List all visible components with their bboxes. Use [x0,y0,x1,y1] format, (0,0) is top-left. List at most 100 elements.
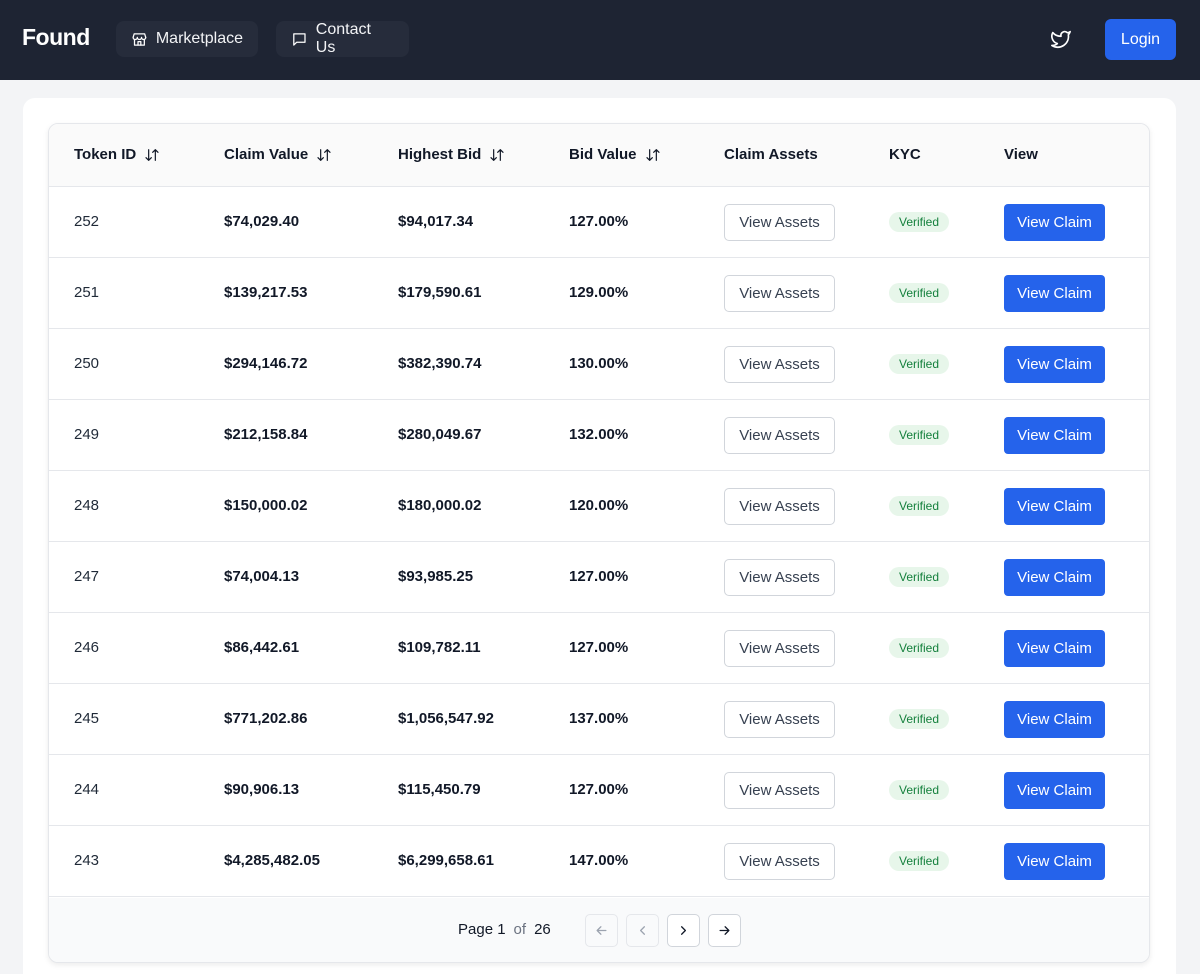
view-claim-button[interactable]: View Claim [1004,630,1105,667]
view-claim-button[interactable]: View Claim [1004,559,1105,596]
view-claim-button[interactable]: View Claim [1004,843,1105,880]
highest-bid-cell: $93,985.25 [398,568,474,585]
view-claim-button[interactable]: View Claim [1004,772,1105,809]
kyc-verified-badge: Verified [889,709,950,729]
highest-bid-cell: $1,056,547.92 [398,710,494,727]
nav-contact-button[interactable]: Contact Us [276,21,409,57]
claim-value-cell: $74,004.13 [224,568,300,585]
view-assets-button[interactable]: View Assets [724,417,835,454]
view-claim-button[interactable]: View Claim [1004,488,1105,525]
next-page-button[interactable] [667,914,700,947]
view-claim-button[interactable]: View Claim [1004,346,1105,383]
current-page-label: Page 1 [458,921,506,938]
claim-value-cell: $139,217.53 [224,284,308,301]
col-token-id[interactable]: Token ID [74,146,160,163]
col-view-label: View [1004,146,1038,163]
bid-value-cell: 120.00% [569,497,629,514]
col-claim-value[interactable]: Claim Value [224,146,332,163]
bid-value-cell: 127.00% [569,568,629,585]
view-assets-button[interactable]: View Assets [724,559,835,596]
store-icon [132,32,147,46]
view-assets-button[interactable]: View Assets [724,275,835,312]
highest-bid-cell: $180,000.02 [398,497,482,514]
view-claim-button[interactable]: View Claim [1004,204,1105,241]
col-kyc-label: KYC [889,146,921,163]
highest-bid-cell: $6,299,658.61 [398,852,494,869]
kyc-verified-badge: Verified [889,851,950,871]
table-row: 249 $212,158.84 $280,049.67 132.00% View Ass… [49,400,1149,471]
view-assets-button[interactable]: View Assets [724,488,835,525]
kyc-verified-badge: Verified [889,638,950,658]
sort-icon[interactable] [489,147,505,163]
last-page-button[interactable] [708,914,741,947]
twitter-icon [1051,30,1071,49]
first-page-button[interactable] [585,914,618,947]
token-id-cell: 252 [74,213,100,230]
token-id-cell: 248 [74,497,100,514]
col-claim-value-label: Claim Value [224,146,309,163]
token-id-cell: 249 [74,426,100,443]
twitter-link[interactable] [1050,28,1074,52]
arrow-right-icon [719,926,730,935]
table-header: Token ID Claim Value Highest Bid Bid Val… [49,124,1149,187]
table-row: 250 $294,146.72 $382,390.74 130.00% View Ass… [49,329,1149,400]
view-claim-button[interactable]: View Claim [1004,701,1105,738]
highest-bid-cell: $94,017.34 [398,213,474,230]
nav-marketplace-label: Marketplace [155,30,243,47]
view-assets-button[interactable]: View Assets [724,630,835,667]
token-id-cell: 245 [74,710,100,727]
view-assets-button[interactable]: View Assets [724,701,835,738]
sort-icon[interactable] [316,147,332,163]
claim-value-cell: $150,000.02 [224,497,308,514]
col-token-id-label: Token ID [74,146,137,163]
view-claim-button[interactable]: View Claim [1004,417,1105,454]
table-row: 252 $74,029.40 $94,017.34 127.00% View Asset… [49,187,1149,258]
kyc-verified-badge: Verified [889,354,950,374]
highest-bid-cell: $109,782.11 [398,639,481,656]
kyc-verified-badge: Verified [889,425,950,445]
view-assets-button[interactable]: View Assets [724,772,835,809]
col-bid-value-label: Bid Value [569,146,637,163]
col-bid-value[interactable]: Bid Value [569,146,661,163]
view-assets-button[interactable]: View Assets [724,843,835,880]
token-id-cell: 251 [74,284,100,301]
token-id-cell: 243 [74,852,100,869]
sort-icon[interactable] [144,147,160,163]
nav-marketplace-button[interactable]: Marketplace [116,21,258,57]
table-row: 246 $86,442.61 $109,782.11 127.00% View Asse… [49,613,1149,684]
highest-bid-cell: $179,590.61 [398,284,482,301]
table-row: 248 $150,000.02 $180,000.02 120.00% View Ass… [49,471,1149,542]
total-pages: 26 [534,921,551,938]
bid-value-cell: 137.00% [569,710,629,727]
view-claim-button[interactable]: View Claim [1004,275,1105,312]
table-row: 245 $771,202.86 $1,056,547.92 137.00% View A… [49,684,1149,755]
claim-value-cell: $74,029.40 [224,213,300,230]
kyc-verified-badge: Verified [889,496,950,516]
kyc-verified-badge: Verified [889,212,950,232]
table-row: 247 $74,004.13 $93,985.25 127.00% View Asset… [49,542,1149,613]
highest-bid-cell: $382,390.74 [398,355,482,372]
bid-value-cell: 127.00% [569,781,629,798]
kyc-verified-badge: Verified [889,283,950,303]
bid-value-cell: 132.00% [569,426,629,443]
table-row: 244 $90,906.13 $115,450.79 127.00% View Asse… [49,755,1149,826]
kyc-verified-badge: Verified [889,780,950,800]
brand-logo[interactable]: Found [22,24,90,50]
page-indicator: Page 1 of 26 [458,921,551,938]
nav-contact-label: Contact Us [315,21,371,56]
claim-value-cell: $90,906.13 [224,781,300,798]
top-navbar: Found Marketplace Contact Us Login [0,0,1200,80]
sort-icon[interactable] [645,147,661,163]
bid-value-cell: 147.00% [569,852,629,869]
token-id-cell: 247 [74,568,100,585]
col-highest-bid[interactable]: Highest Bid [398,146,505,163]
col-claim-assets: Claim Assets [724,146,818,163]
claim-value-cell: $212,158.84 [224,426,308,443]
col-claim-assets-label: Claim Assets [724,146,818,163]
token-id-cell: 246 [74,639,100,656]
view-assets-button[interactable]: View Assets [724,346,835,383]
login-button[interactable]: Login [1105,19,1176,60]
view-assets-button[interactable]: View Assets [724,204,835,241]
highest-bid-cell: $280,049.67 [398,426,482,443]
prev-page-button[interactable] [626,914,659,947]
